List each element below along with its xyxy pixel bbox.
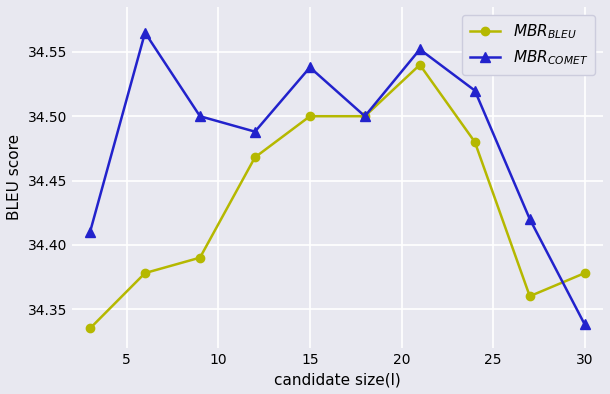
X-axis label: candidate size(l): candidate size(l) bbox=[274, 372, 401, 387]
Legend: $\mathit{MBR}_{\mathit{BLEU}}$, $\mathit{MBR}_{\mathit{COMET}}$: $\mathit{MBR}_{\mathit{BLEU}}$, $\mathit… bbox=[462, 15, 595, 75]
Y-axis label: BLEU score: BLEU score bbox=[7, 134, 22, 220]
